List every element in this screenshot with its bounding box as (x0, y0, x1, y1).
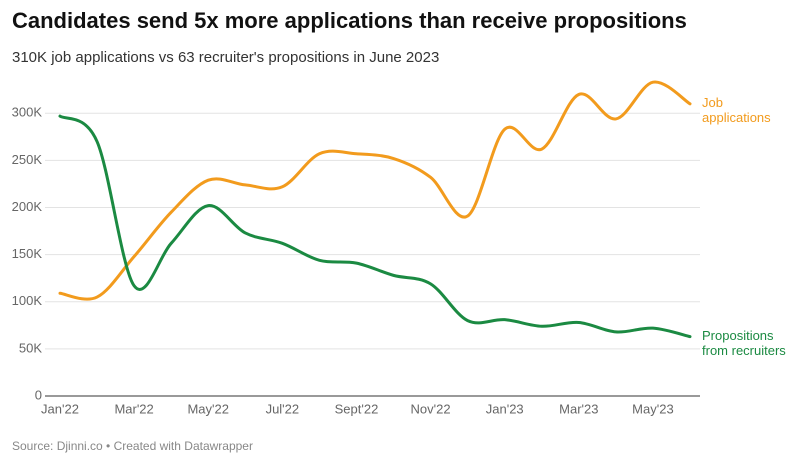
x-tick-label: Jan'22 (41, 401, 79, 416)
x-tick-label: Jul'22 (266, 401, 300, 416)
y-tick-label: 100K (12, 293, 43, 308)
y-tick-label: 0 (35, 387, 42, 402)
series-line (58, 114, 692, 339)
y-tick-label: 250K (12, 152, 43, 167)
y-tick-label: 300K (12, 105, 43, 120)
x-tick-label: Nov'22 (411, 401, 451, 416)
x-tick-label: Jan'23 (486, 401, 524, 416)
x-tick-label: Sept'22 (335, 401, 379, 416)
y-tick-label: 150K (12, 246, 43, 261)
x-tick-label: Mar'23 (559, 401, 598, 416)
chart-subtitle: 310K job applications vs 63 recruiter's … (12, 49, 439, 66)
x-tick-label: May'22 (187, 401, 229, 416)
y-tick-label: 200K (12, 199, 43, 214)
y-tick-label: 50K (19, 340, 42, 355)
series-label: Propositions from recruiters (702, 327, 786, 358)
series-label: Job applications (702, 94, 771, 125)
x-tick-label: May'23 (632, 401, 674, 416)
chart-title: Candidates send 5x more applications tha… (12, 8, 687, 33)
series-line (58, 80, 692, 301)
source: Source: Djinni.co • Created with Datawra… (12, 439, 253, 453)
x-tick-label: Mar'22 (114, 401, 153, 416)
